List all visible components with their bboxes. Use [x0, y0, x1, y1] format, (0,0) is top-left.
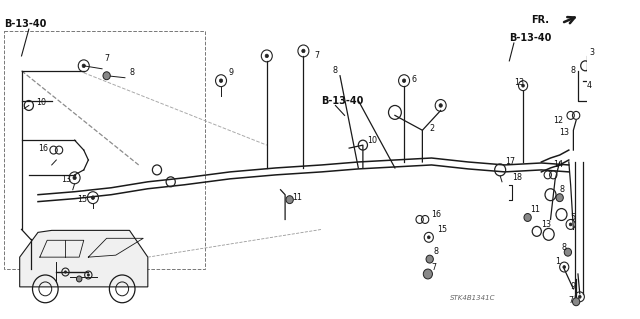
Text: B-13-40: B-13-40 — [509, 33, 552, 43]
Text: STK4B1341C: STK4B1341C — [450, 295, 495, 301]
Text: 7: 7 — [104, 54, 109, 63]
Circle shape — [423, 269, 433, 279]
Text: 4: 4 — [587, 81, 592, 90]
Circle shape — [82, 64, 85, 68]
Text: 16: 16 — [38, 144, 48, 152]
Text: 16: 16 — [431, 210, 442, 219]
Text: 17: 17 — [505, 158, 515, 167]
Text: 2: 2 — [429, 124, 435, 133]
Circle shape — [524, 213, 531, 221]
Text: 11: 11 — [531, 205, 540, 214]
Circle shape — [522, 84, 524, 87]
Text: 15: 15 — [77, 195, 88, 204]
Circle shape — [572, 298, 580, 306]
Text: 8: 8 — [333, 66, 338, 75]
Text: 8: 8 — [129, 68, 134, 77]
Text: 1: 1 — [555, 256, 560, 266]
Text: 7: 7 — [431, 263, 436, 271]
Text: 18: 18 — [512, 173, 522, 182]
Circle shape — [428, 236, 430, 239]
Circle shape — [569, 223, 572, 226]
Text: 7: 7 — [314, 51, 319, 60]
Text: 8: 8 — [571, 66, 575, 75]
Text: 7: 7 — [569, 296, 574, 305]
Circle shape — [403, 79, 406, 83]
Circle shape — [564, 248, 572, 256]
Circle shape — [439, 104, 442, 107]
Text: 3: 3 — [590, 48, 595, 57]
Circle shape — [65, 271, 67, 273]
Text: 14: 14 — [553, 160, 563, 169]
Text: 10: 10 — [367, 136, 378, 145]
Circle shape — [220, 79, 223, 83]
Circle shape — [265, 54, 268, 58]
Text: 15: 15 — [437, 225, 447, 234]
Text: 8: 8 — [561, 243, 566, 252]
Text: 12: 12 — [553, 116, 563, 125]
Text: 11: 11 — [292, 193, 303, 202]
Circle shape — [76, 276, 82, 282]
Text: 10: 10 — [36, 98, 46, 107]
Circle shape — [286, 196, 293, 204]
Text: FR.: FR. — [531, 15, 548, 25]
Text: 13: 13 — [541, 220, 551, 229]
Text: 9: 9 — [228, 68, 234, 77]
Circle shape — [426, 255, 433, 263]
Text: 8: 8 — [559, 185, 564, 194]
Circle shape — [556, 194, 563, 202]
Circle shape — [103, 72, 110, 80]
Text: 13: 13 — [61, 175, 71, 184]
Text: 6: 6 — [412, 75, 417, 84]
Circle shape — [563, 266, 566, 269]
Bar — [4, 31, 205, 269]
Polygon shape — [20, 230, 148, 287]
Text: 5: 5 — [571, 213, 576, 222]
Text: 8: 8 — [433, 247, 438, 256]
Text: 13: 13 — [514, 78, 524, 87]
Text: 9: 9 — [571, 282, 576, 291]
Circle shape — [87, 274, 90, 276]
Text: 13: 13 — [559, 128, 570, 137]
Circle shape — [92, 196, 95, 199]
Text: B-13-40: B-13-40 — [4, 19, 47, 29]
Circle shape — [301, 49, 305, 53]
Circle shape — [73, 176, 76, 180]
Text: B-13-40: B-13-40 — [321, 96, 363, 106]
Circle shape — [579, 295, 581, 298]
